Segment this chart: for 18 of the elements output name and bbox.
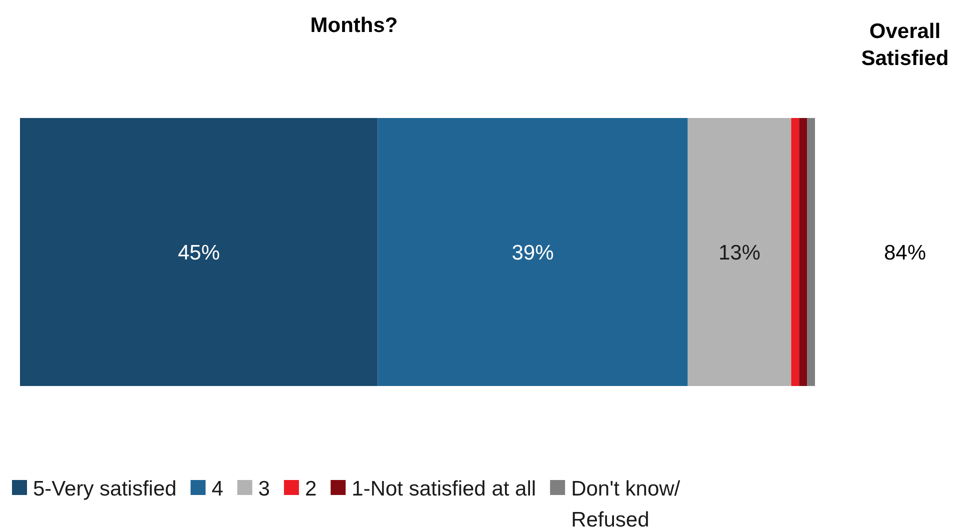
bar bbox=[688, 118, 792, 386]
legend-label: 5-Very satisfied bbox=[33, 477, 177, 500]
data-label: 45% bbox=[178, 241, 220, 264]
bar bbox=[20, 118, 378, 386]
bar bbox=[378, 118, 688, 386]
data-label: 39% bbox=[512, 241, 554, 264]
bar bbox=[799, 118, 808, 386]
legend-label: 1-Not satisfied at all bbox=[352, 477, 536, 500]
text: Overall Satisfied bbox=[861, 20, 949, 70]
data-label: 13% bbox=[718, 241, 760, 264]
legend-label: 2 bbox=[304, 477, 317, 500]
legend-label: 4 bbox=[212, 477, 224, 500]
bar bbox=[791, 118, 800, 386]
legend-label: 3 bbox=[258, 477, 270, 500]
chart-title: Months? bbox=[310, 14, 398, 37]
text: 84% bbox=[884, 241, 926, 264]
legend-label: Don't know/ Refused bbox=[571, 477, 680, 531]
bar bbox=[807, 118, 815, 386]
